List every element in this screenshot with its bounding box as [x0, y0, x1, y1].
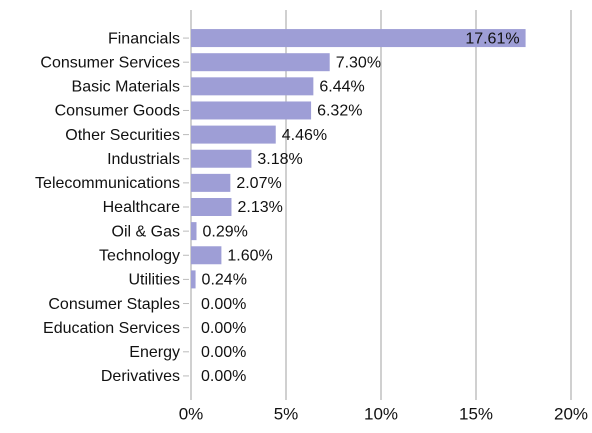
value-label: 17.61% — [465, 30, 519, 47]
value-label: 7.30% — [336, 54, 381, 71]
value-label: 2.07% — [236, 175, 281, 192]
y-tick-label: Healthcare — [103, 199, 180, 216]
bar — [191, 125, 276, 144]
y-tick-label: Energy — [129, 344, 180, 361]
value-label: 0.24% — [202, 272, 247, 289]
bar — [191, 149, 252, 168]
x-tick-label: 5% — [274, 404, 299, 423]
y-tick-label: Telecommunications — [35, 175, 180, 192]
value-label: 6.44% — [319, 79, 364, 96]
y-tick-label: Basic Materials — [72, 79, 180, 96]
y-tick-label: Industrials — [107, 151, 180, 168]
y-tick-label: Technology — [99, 247, 180, 264]
value-label: 6.32% — [317, 103, 362, 120]
y-tick-label: Other Securities — [65, 127, 180, 144]
bar — [191, 173, 231, 192]
value-label: 3.18% — [257, 151, 302, 168]
value-label: 0.29% — [203, 223, 248, 240]
y-tick-label: Consumer Goods — [55, 103, 180, 120]
value-label: 0.00% — [201, 296, 246, 313]
value-label: 0.00% — [201, 320, 246, 337]
value-label: 0.00% — [201, 344, 246, 361]
bar — [191, 198, 232, 216]
y-tick-label: Consumer Staples — [48, 296, 180, 313]
bar — [191, 77, 314, 96]
x-tick-label: 15% — [459, 404, 493, 423]
value-label: 4.46% — [282, 127, 327, 144]
value-label: 2.13% — [237, 199, 282, 216]
bar — [191, 246, 222, 265]
y-tick-label: Financials — [108, 30, 180, 47]
value-label: 0.00% — [201, 368, 246, 385]
bar — [191, 270, 196, 289]
bar — [191, 53, 330, 72]
y-tick-label: Utilities — [128, 272, 180, 289]
bar — [191, 29, 526, 48]
y-tick-label: Oil & Gas — [112, 223, 180, 240]
x-tick-label: 20% — [554, 404, 588, 423]
y-tick-label: Education Services — [43, 320, 180, 337]
y-tick-label: Derivatives — [101, 368, 180, 385]
x-tick-label: 10% — [364, 404, 398, 423]
y-tick-label: Consumer Services — [40, 54, 180, 71]
x-tick-label: 0% — [179, 404, 204, 423]
value-label: 1.60% — [227, 247, 272, 264]
bar — [191, 101, 312, 120]
bar — [191, 222, 197, 241]
